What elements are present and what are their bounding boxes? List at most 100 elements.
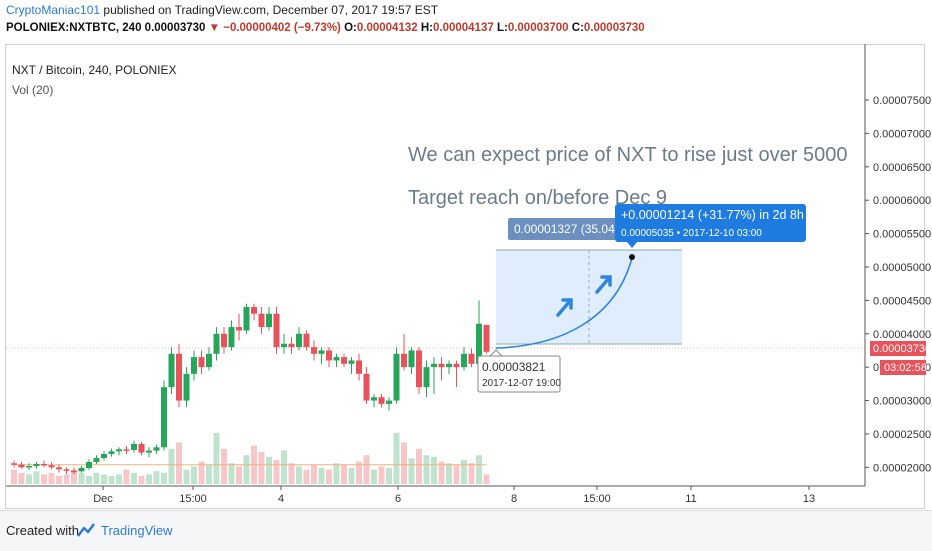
- candle: [356, 353, 362, 381]
- y-tick-label: 0.00005000: [873, 262, 931, 274]
- candle-body: [363, 373, 370, 401]
- range-label: 0.00001327 (35.04: [508, 218, 620, 240]
- y-tick-label: 0.00007000: [873, 128, 931, 140]
- volume-bar: [341, 464, 347, 484]
- candle-body: [131, 443, 137, 450]
- candle-body: [273, 313, 280, 348]
- publish-meta: published on TradingView.com, December 0…: [100, 3, 439, 17]
- candle-body: [56, 467, 62, 470]
- y-tick-label: 0.00006500: [873, 162, 931, 174]
- volume-bar: [243, 455, 250, 484]
- up-arrow-icon: [556, 298, 573, 317]
- volume-bar: [431, 456, 437, 484]
- price-axis[interactable]: 0.00007500 0.00007000 0.00006500 0.00006000…: [865, 95, 931, 474]
- candle-body: [416, 350, 422, 388]
- candle: [33, 461, 40, 469]
- volume-bar: [318, 468, 325, 484]
- annotation-text-2: Target reach on/before Dec 9: [408, 187, 667, 209]
- candle-body: [176, 353, 182, 401]
- candle: [183, 367, 190, 408]
- up-arrow-icon: [595, 275, 612, 294]
- volume-bar: [461, 460, 467, 484]
- candle: [168, 347, 175, 394]
- candle-body: [138, 443, 145, 453]
- candle: [483, 324, 490, 354]
- volume-bar: [453, 464, 460, 484]
- candle-body: [243, 307, 250, 331]
- candle-body: [146, 450, 152, 453]
- volume-bar: [176, 442, 182, 484]
- y-tick-label: 0.00002500: [873, 429, 931, 441]
- volume-bar: [168, 448, 175, 484]
- x-tick-label: 6: [395, 493, 401, 505]
- volume-bar: [146, 474, 152, 484]
- projection-range-box[interactable]: [496, 249, 682, 345]
- candle-body: [386, 400, 392, 404]
- time-axis[interactable]: Dec 15:00 4 6 8 15:00 11 13: [93, 486, 815, 505]
- candle-body: [281, 343, 287, 348]
- candle: [348, 357, 355, 374]
- volume-bar: [273, 460, 280, 484]
- candle-body: [48, 465, 55, 468]
- volume-bar: [446, 463, 452, 484]
- volume-bar: [116, 474, 122, 484]
- volume-bar: [401, 442, 407, 484]
- volume-bar: [408, 458, 415, 484]
- bar-countdown: 03:02:58: [884, 362, 927, 374]
- candle: [191, 350, 197, 381]
- candle-body: [258, 313, 265, 328]
- candle: [393, 347, 400, 404]
- candle-body: [228, 327, 235, 348]
- candle-body: [221, 333, 227, 348]
- volume-bar: [371, 469, 377, 484]
- volume-bar: [438, 461, 445, 484]
- volume-bar: [123, 469, 130, 484]
- candle: [288, 337, 295, 354]
- y-tick-label: 0.00007500: [873, 95, 931, 107]
- start-time: 2017-12-07 19:00: [482, 378, 561, 389]
- volume-bar: [161, 472, 167, 484]
- x-tick-label: 15:00: [583, 493, 611, 505]
- author-link[interactable]: CryptoManiac101: [6, 3, 101, 17]
- close-value: 0.00003730: [583, 22, 645, 34]
- candle: [198, 350, 205, 374]
- candle-body: [71, 470, 77, 473]
- volume-bar: [393, 432, 400, 484]
- candle: [41, 460, 47, 468]
- candle: [86, 459, 92, 470]
- candle: [206, 347, 212, 371]
- volume-bar: [48, 472, 55, 484]
- x-tick-label: Dec: [93, 493, 113, 505]
- candle-body: [168, 353, 175, 388]
- candle-body: [318, 350, 325, 354]
- candle-body: [438, 363, 445, 368]
- candle-body: [26, 465, 32, 468]
- candle-body: [356, 360, 362, 374]
- volume-bar: [101, 474, 107, 484]
- candle-body: [348, 360, 355, 364]
- candle-body: [341, 357, 347, 364]
- candle-body: [213, 333, 220, 354]
- y-tick-label: 0.00004500: [873, 295, 931, 307]
- candle: [333, 353, 340, 368]
- candle-body: [378, 397, 385, 404]
- x-tick-label: 8: [511, 493, 517, 505]
- tooltip-sub: 0.00005035 • 2017-12-10 03:00: [621, 228, 762, 239]
- candle: [48, 461, 55, 470]
- volume-legend: Vol (20): [12, 83, 53, 97]
- volume-bar: [206, 464, 212, 484]
- price-chart[interactable]: We can expect price of NXT to rise just …: [0, 0, 932, 510]
- volume-bar: [386, 468, 392, 484]
- volume-bar: [108, 476, 115, 484]
- candle-body: [116, 449, 122, 452]
- candle-body: [183, 373, 190, 401]
- candle: [386, 397, 392, 411]
- tradingview-link[interactable]: TradingView: [101, 523, 173, 538]
- volume-bar: [86, 476, 92, 484]
- candle: [416, 347, 422, 394]
- tradingview-logo-icon[interactable]: [77, 522, 97, 538]
- candle-body: [303, 333, 310, 348]
- candle-body: [401, 353, 407, 368]
- chart-frame[interactable]: [5, 44, 925, 509]
- x-tick-label: 11: [685, 493, 696, 505]
